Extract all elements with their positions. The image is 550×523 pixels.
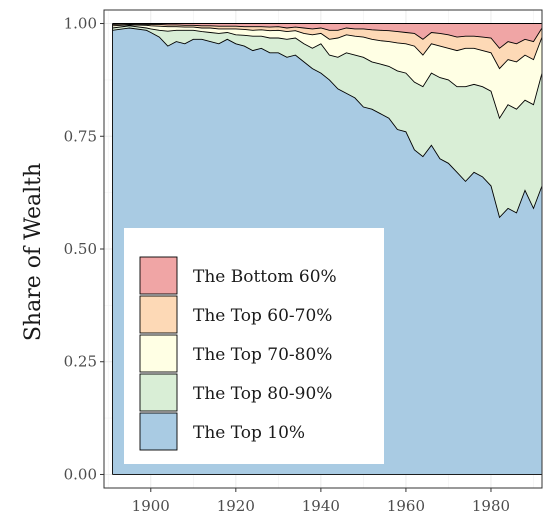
x-tick-label: 1920 bbox=[217, 497, 255, 515]
legend-label: The Top 60-70% bbox=[193, 306, 332, 326]
line-the-top-70-80- bbox=[112, 24, 543, 70]
legend-label: The Top 70-80% bbox=[193, 345, 332, 365]
legend-swatch bbox=[139, 334, 178, 373]
x-tick-label: 1960 bbox=[387, 497, 425, 515]
legend: The Bottom 60% The Top 60-70% The Top 70-8… bbox=[124, 228, 384, 464]
legend-swatch bbox=[139, 412, 178, 451]
legend-swatch bbox=[139, 295, 178, 334]
y-tick-label: 0.25 bbox=[64, 353, 97, 371]
legend-label: The Top 80-90% bbox=[193, 384, 332, 404]
legend-label: The Top 10% bbox=[193, 423, 305, 443]
y-axis: 0.00 0.25 0.50 0.75 1.00 bbox=[64, 15, 104, 483]
legend-swatch bbox=[139, 256, 178, 295]
y-tick-label: 0.50 bbox=[64, 240, 97, 258]
y-tick-label: 0.00 bbox=[64, 465, 97, 483]
y-tick-label: 1.00 bbox=[64, 15, 97, 33]
legend-label: The Bottom 60% bbox=[193, 267, 337, 287]
legend-swatch bbox=[139, 373, 178, 412]
y-axis-title: Share of Wealth bbox=[21, 163, 46, 341]
x-axis: 1900 1920 1940 1960 1980 bbox=[132, 488, 510, 515]
y-tick-label: 0.75 bbox=[64, 127, 97, 145]
line-the-top-10- bbox=[112, 27, 543, 219]
x-tick-label: 1900 bbox=[132, 497, 170, 515]
line-the-top-80-90- bbox=[112, 25, 543, 120]
x-tick-label: 1940 bbox=[302, 497, 340, 515]
line-the-top-60-70- bbox=[112, 23, 543, 49]
x-tick-label: 1980 bbox=[472, 497, 510, 515]
